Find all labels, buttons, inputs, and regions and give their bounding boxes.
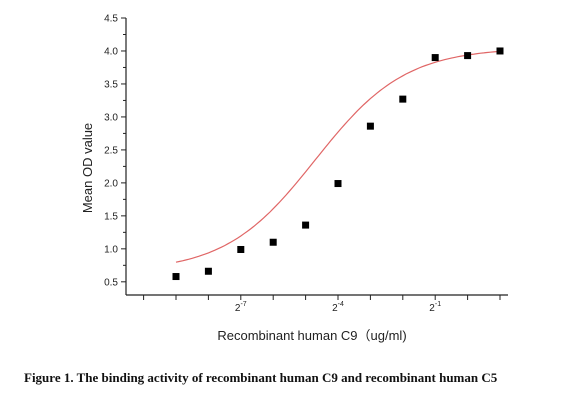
y-tick-label: 2.5	[104, 145, 118, 156]
x-tick-label: 2-7	[235, 301, 247, 314]
data-point	[464, 52, 472, 60]
y-tick-label: 3.5	[104, 79, 118, 90]
x-tick-label: 2-1	[429, 301, 441, 314]
y-tick-label: 3.0	[104, 112, 118, 123]
y-tick-label: 4.5	[104, 14, 118, 25]
y-axis-title: Mean OD value	[80, 123, 95, 213]
data-point	[366, 122, 374, 130]
x-axis-title: Recombinant human C9（ug/ml)	[217, 328, 406, 343]
y-tick-label: 2.0	[104, 178, 118, 189]
y-tick-label: 1.5	[104, 211, 118, 222]
data-point	[269, 238, 277, 246]
data-point	[204, 267, 212, 275]
data-point	[431, 54, 439, 62]
data-point	[496, 47, 504, 55]
plot-area: 0.5 1.0 1.5 2.0 2.5 3.0 3.5 4.0 4.5 2-7 2-4 2-1	[104, 14, 508, 314]
y-tick-label: 4.0	[104, 46, 118, 57]
data-point	[237, 245, 245, 253]
data-point	[172, 273, 180, 281]
data-point	[302, 221, 310, 229]
figure-caption: Figure 1. The binding activity of recomb…	[24, 370, 498, 385]
y-tick-label: 0.5	[104, 277, 118, 288]
x-tick-label: 2-4	[332, 301, 344, 314]
data-point	[334, 180, 342, 188]
y-tick-label: 1.0	[104, 244, 118, 255]
data-point	[399, 95, 407, 103]
fit-curve	[175, 50, 501, 263]
